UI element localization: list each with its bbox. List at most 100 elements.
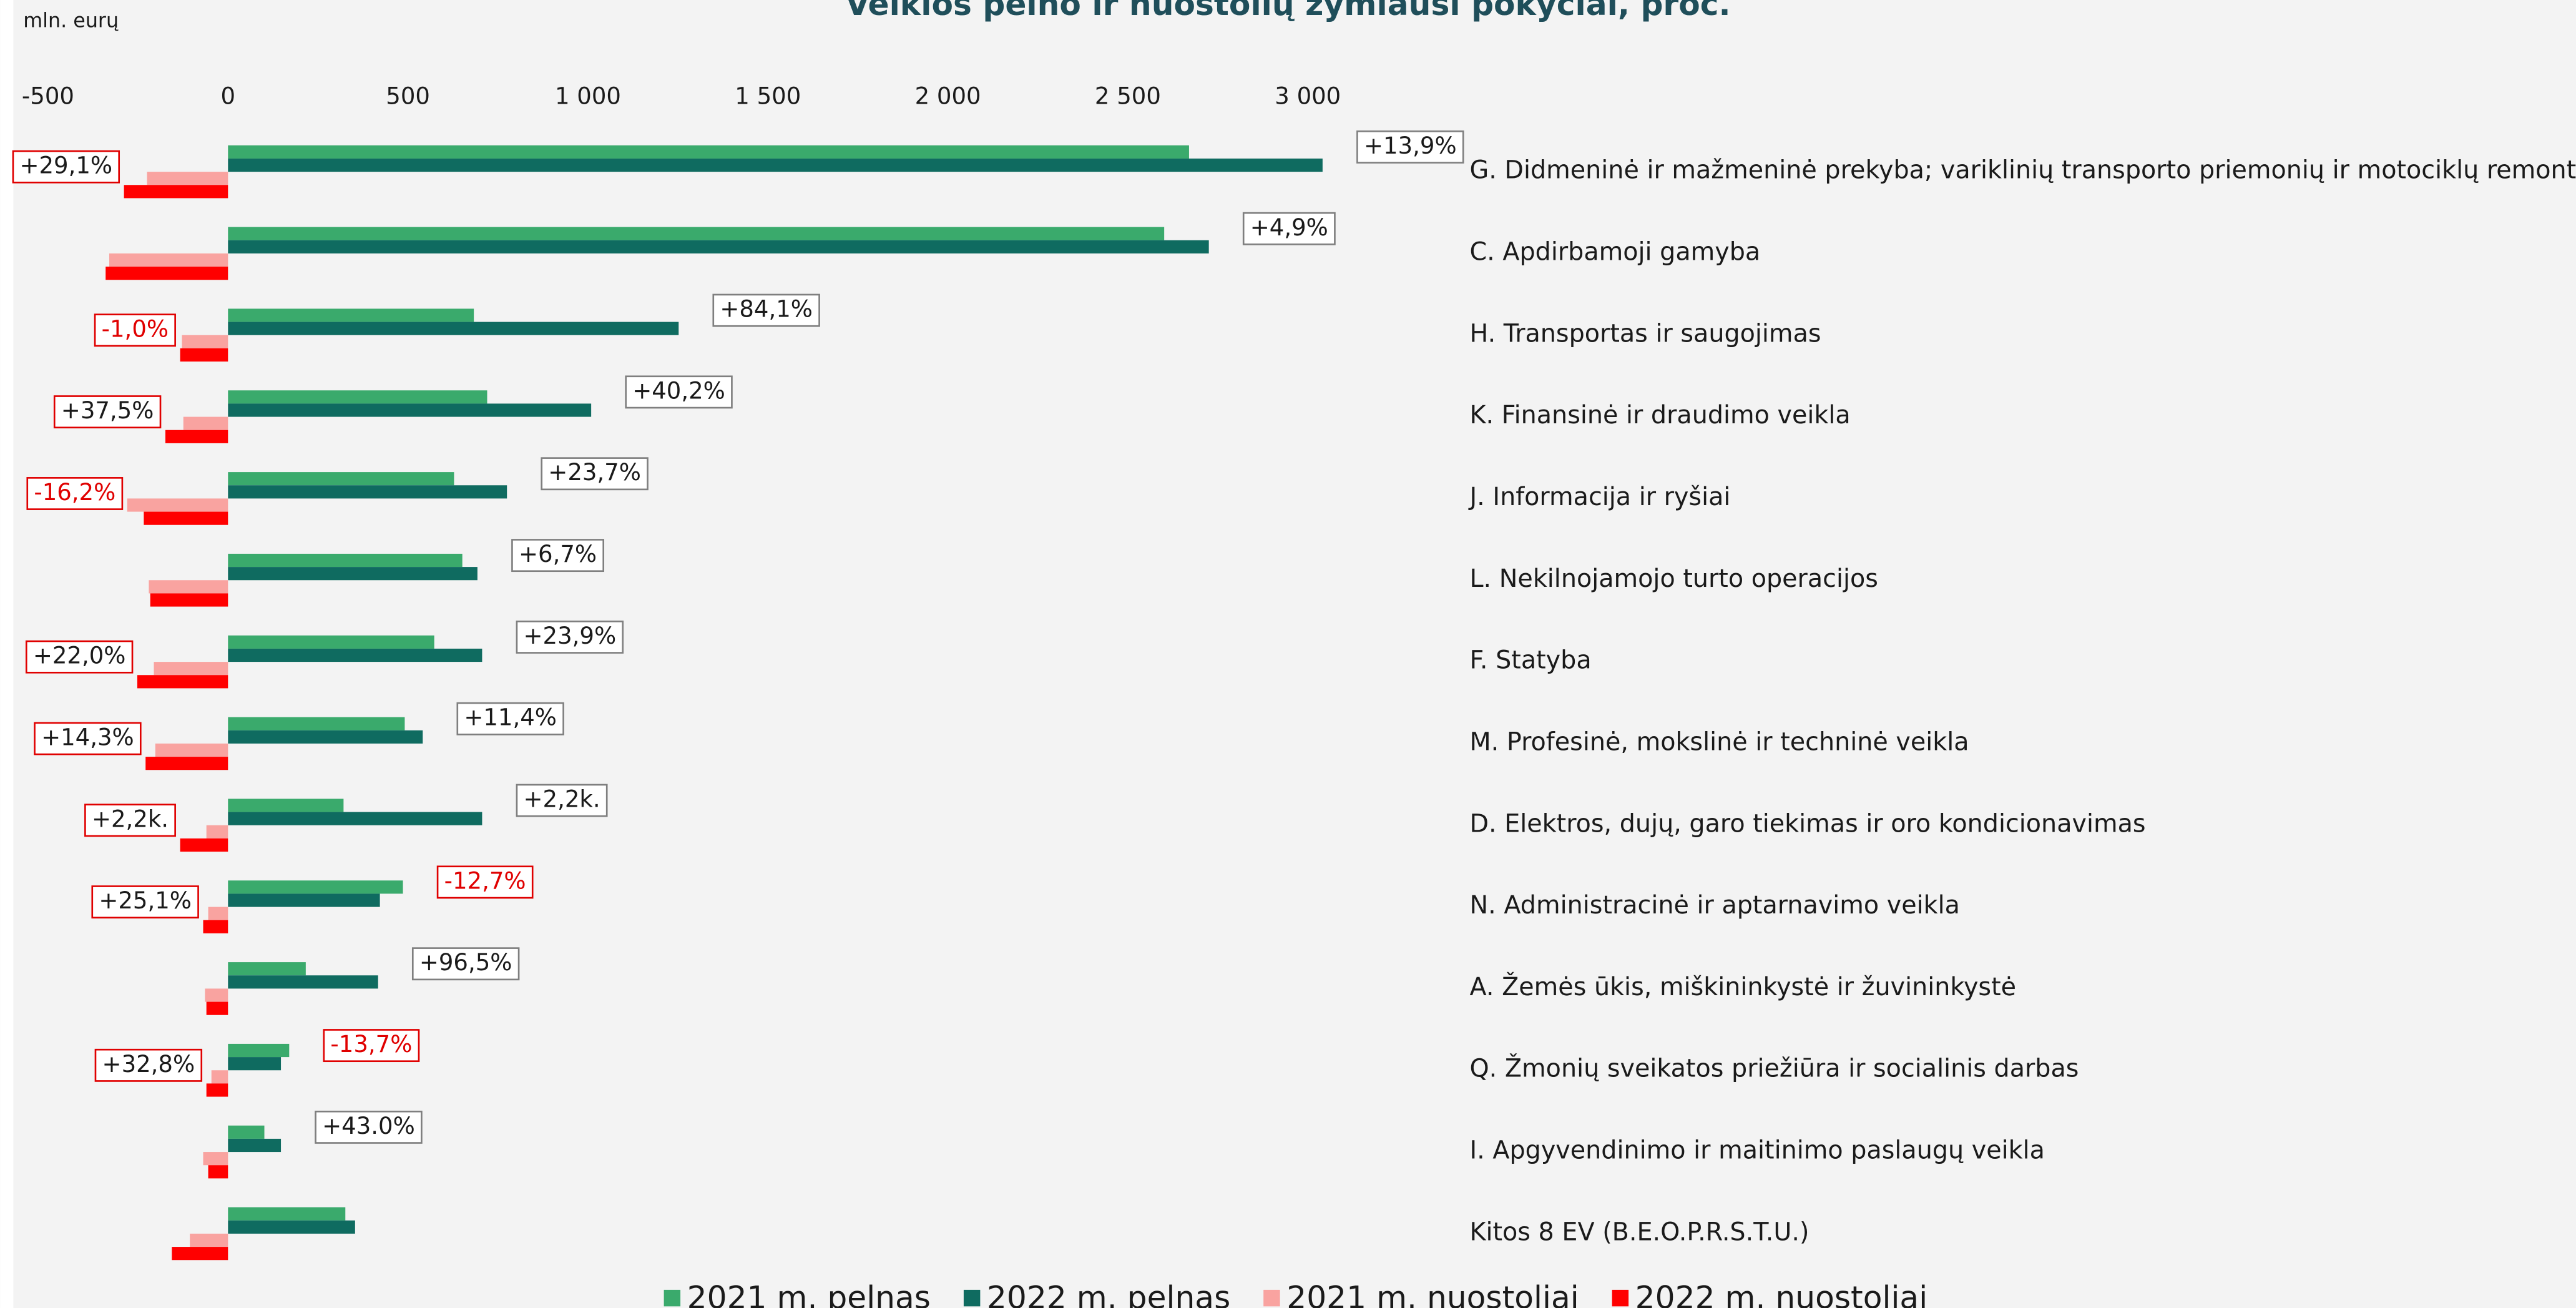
- change-label-box: [25, 640, 134, 674]
- category-label: Q. Žmonių sveikatos priežiūra ir sociali…: [1469, 1054, 2079, 1083]
- change-label-box: [436, 865, 534, 899]
- change-label-text: +13,9%: [1364, 132, 1457, 159]
- x-tick-label: 500: [386, 83, 430, 110]
- bar: [144, 511, 228, 525]
- change-label-text: +40,2%: [632, 377, 725, 404]
- change-label-text: +29,1%: [20, 152, 113, 179]
- change-label-text: -13,7%: [330, 1031, 412, 1058]
- x-tick-label: 1 500: [735, 83, 801, 110]
- change-label-text: -16,2%: [34, 479, 115, 506]
- bar: [228, 1220, 355, 1234]
- change-label-box: [12, 150, 120, 184]
- bar: [228, 145, 1189, 159]
- bar: [180, 348, 228, 362]
- change-label: +4,9%: [1242, 212, 1336, 245]
- change-label-text: +25,1%: [99, 887, 192, 914]
- bar: [228, 322, 679, 335]
- change-label-box: [1356, 130, 1464, 164]
- bar: [228, 812, 482, 825]
- bar: [155, 743, 228, 757]
- category-label: G. Didmeninė ir mažmeninė prekyba; varik…: [1469, 156, 2576, 185]
- bar: [127, 498, 228, 512]
- change-label: -1,0%: [94, 313, 176, 347]
- change-label-text: +23,7%: [548, 459, 641, 486]
- legend-swatch: [664, 1289, 681, 1307]
- legend-swatch: [963, 1289, 981, 1307]
- change-label-box: [315, 1110, 423, 1144]
- bar: [228, 893, 380, 907]
- change-label-box: [625, 375, 733, 409]
- change-label-text: +96,5%: [419, 949, 512, 976]
- bar: [208, 1165, 228, 1179]
- bar: [228, 1043, 290, 1058]
- bar: [165, 430, 228, 443]
- bar: [206, 1083, 228, 1097]
- category-label: N. Administracinė ir aptarnavimo veikla: [1469, 891, 1960, 920]
- change-label: +96,5%: [411, 947, 520, 981]
- bar: [203, 1152, 228, 1166]
- x-tick-label: -500: [22, 83, 74, 110]
- bar: [145, 757, 228, 770]
- bar: [228, 158, 1323, 172]
- change-label: +29,1%: [12, 150, 120, 184]
- change-label-text: +4,9%: [1250, 214, 1328, 241]
- bar: [228, 799, 344, 812]
- change-label: +6,7%: [511, 539, 604, 573]
- change-label-box: [94, 1048, 203, 1082]
- bar: [190, 1233, 228, 1247]
- chart-title: Veiklos pelno ir nuostolių žymiausi poky…: [845, 0, 1730, 22]
- category-label: F. Statyba: [1469, 646, 1591, 675]
- bar: [228, 403, 592, 417]
- change-label-box: [411, 947, 520, 981]
- change-label: +13,9%: [1356, 130, 1464, 164]
- change-label: +11,4%: [456, 702, 564, 735]
- change-label-text: +14,3%: [41, 724, 134, 750]
- change-label: +40,2%: [625, 375, 733, 409]
- bar: [154, 662, 228, 676]
- change-label-box: [53, 395, 162, 429]
- bar: [228, 717, 405, 730]
- bar: [105, 267, 228, 280]
- change-label-box: [1242, 212, 1336, 245]
- change-label-box: [511, 539, 604, 573]
- bar: [228, 485, 507, 499]
- change-label-box: [516, 784, 608, 817]
- bar: [228, 1207, 346, 1221]
- left-strip: [0, 0, 14, 1308]
- category-label: D. Elektros, dujų, garo tiekimas ir oro …: [1469, 809, 2145, 838]
- bar: [228, 567, 477, 581]
- bar: [183, 416, 228, 430]
- bar: [228, 472, 454, 486]
- bar: [208, 907, 228, 920]
- bar: [228, 1138, 282, 1153]
- x-tick-label: 2 500: [1095, 83, 1161, 110]
- legend-label: 2021 m. nuostoliai: [1286, 1279, 1579, 1308]
- x-tick-label: 3 000: [1275, 83, 1341, 110]
- bar: [150, 593, 228, 607]
- category-label: J. Informacija ir ryšiai: [1467, 483, 1730, 511]
- bar: [109, 253, 228, 267]
- bar: [206, 1001, 228, 1015]
- change-label-text: +37,5%: [61, 397, 154, 424]
- change-label-box: [84, 804, 176, 837]
- change-label-text: +2,2k.: [524, 786, 600, 813]
- x-tick-label: 0: [220, 83, 235, 110]
- legend-label: 2022 m. nuostoliai: [1635, 1279, 1928, 1308]
- change-label-text: +11,4%: [464, 704, 557, 731]
- change-label: +14,3%: [34, 722, 142, 755]
- change-label-text: +2,2k.: [92, 805, 169, 832]
- change-label-text: +22,0%: [33, 642, 126, 669]
- legend-label: 2022 m. pelnas: [987, 1279, 1230, 1308]
- bar: [228, 975, 378, 989]
- change-label-text: +23,9%: [524, 622, 617, 649]
- unit-label: mln. eurų: [23, 9, 119, 32]
- change-label-box: [323, 1029, 420, 1063]
- bar: [228, 880, 403, 894]
- category-label: M. Profesinė, mokslinė ir techninė veikl…: [1469, 727, 1969, 756]
- bar: [203, 920, 228, 933]
- bar: [228, 308, 474, 322]
- category-label: I. Apgyvendinimo ir maitinimo paslaugų v…: [1469, 1136, 2044, 1165]
- category-label: L. Nekilnojamojo turto operacijos: [1469, 564, 1878, 593]
- bar: [228, 730, 423, 744]
- change-label: +43.0%: [315, 1110, 423, 1144]
